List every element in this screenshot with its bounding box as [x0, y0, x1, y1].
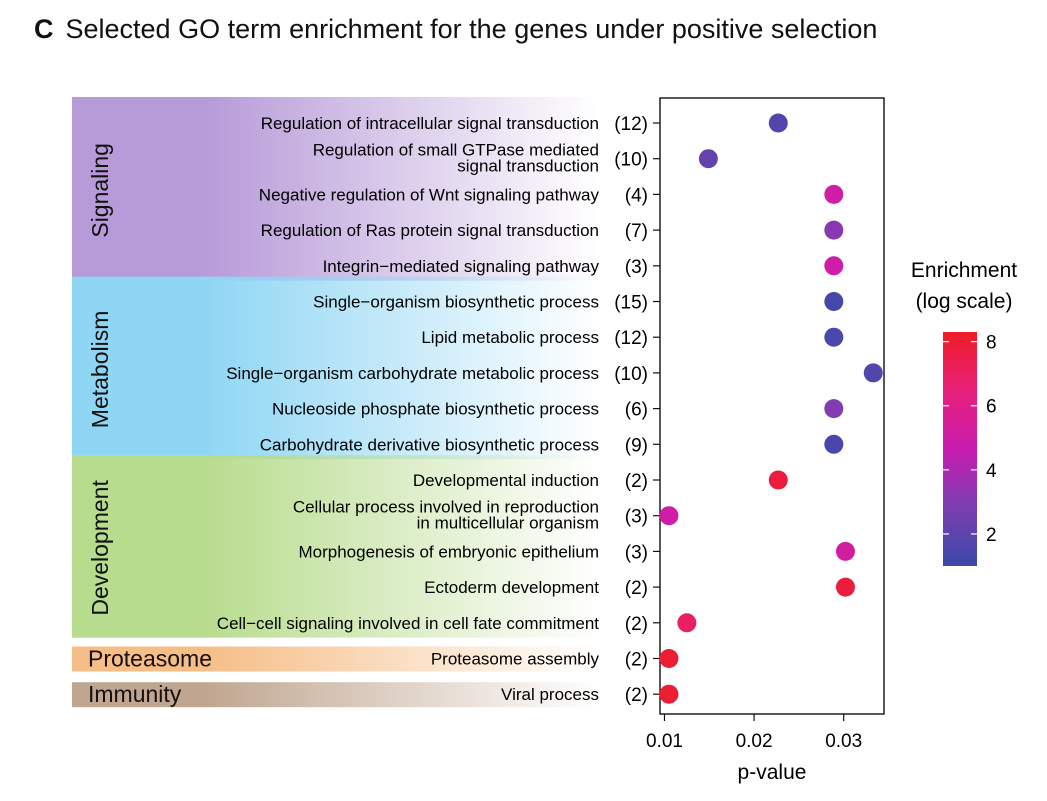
- term-label: Cell−cell signaling involved in cell fat…: [217, 614, 599, 633]
- term-label: Developmental induction: [413, 471, 599, 490]
- term-count: (2): [625, 578, 648, 599]
- panel-letter: C: [34, 14, 54, 44]
- colorbar-tick-label: 8: [986, 333, 997, 354]
- term-count: (2): [625, 650, 648, 671]
- data-point: [824, 327, 844, 347]
- data-point: [835, 577, 855, 597]
- x-tick-label: 0.03: [825, 731, 862, 752]
- term-label-line: in multicellular organism: [417, 514, 599, 533]
- data-point: [824, 399, 844, 419]
- colorbar-legend: Enrichment (log scale) 2 4 6 8: [911, 259, 1017, 566]
- colorbar: [943, 332, 977, 566]
- axis-ticks: 0.01 0.02 0.03: [646, 122, 862, 752]
- term-label: Morphogenesis of embryonic epithelium: [299, 542, 600, 561]
- term-count: (12): [614, 114, 648, 135]
- term-count: (2): [625, 685, 648, 706]
- data-point: [824, 434, 844, 454]
- data-point: [659, 506, 679, 526]
- term-count: (10): [614, 150, 648, 171]
- term-count: (15): [614, 293, 648, 314]
- band-signaling: [72, 97, 600, 281]
- data-points: [659, 113, 883, 704]
- band-development: [72, 455, 600, 638]
- term-count: (6): [625, 400, 648, 421]
- term-label: Proteasome assembly: [431, 650, 600, 669]
- term-label: Ectoderm development: [424, 578, 599, 597]
- term-count: (10): [614, 364, 648, 385]
- term-count: (2): [625, 614, 648, 635]
- term-count: (4): [625, 185, 648, 206]
- group-label-development: Development: [87, 480, 113, 616]
- data-point: [698, 149, 718, 169]
- term-count: (3): [625, 507, 648, 528]
- term-count: (12): [614, 328, 648, 349]
- band-metabolism: [72, 276, 600, 460]
- term-label: Regulation of intracellular signal trans…: [261, 114, 599, 133]
- group-label-immunity: Immunity: [88, 681, 182, 707]
- plot-frame: [659, 97, 885, 715]
- term-label: Integrin−mediated signaling pathway: [323, 257, 600, 276]
- band-proteasome: [72, 646, 600, 672]
- term-label-line: Regulation of small GTPase mediated: [313, 141, 599, 160]
- term-label: Regulation of Ras protein signal transdu…: [261, 221, 599, 240]
- colorbar-tick-label: 6: [986, 397, 997, 418]
- term-count: (3): [625, 542, 648, 563]
- term-label: Lipid metabolic process: [421, 328, 599, 347]
- data-point: [659, 649, 679, 668]
- term-label: Nucleoside phosphate biosynthetic proces…: [272, 400, 599, 419]
- term-count: (9): [625, 435, 648, 456]
- data-point: [863, 363, 883, 383]
- data-point: [659, 684, 679, 704]
- group-label-proteasome: Proteasome: [88, 646, 212, 672]
- data-point: [835, 541, 855, 561]
- term-labels: Regulation of intracellular signal trans…: [217, 114, 648, 706]
- colorbar-tick-label: 4: [986, 461, 997, 482]
- term-label-line: signal transduction: [457, 157, 599, 176]
- data-point: [768, 113, 788, 133]
- colorbar-tick-label: 2: [986, 525, 997, 546]
- term-label: Carbohydrate derivative biosynthetic pro…: [260, 435, 599, 454]
- figure-title-text: Selected GO term enrichment for the gene…: [65, 14, 878, 44]
- band-immunity: [72, 682, 600, 708]
- data-point: [824, 220, 844, 240]
- term-count: (2): [625, 471, 648, 492]
- term-label: Negative regulation of Wnt signaling pat…: [259, 185, 600, 204]
- term-label: Single−organism carbohydrate metabolic p…: [226, 364, 599, 383]
- group-label-signaling: Signaling: [87, 143, 113, 238]
- data-point: [768, 470, 788, 490]
- term-label: Viral process: [501, 685, 599, 704]
- colorbar-ticks: 2 4 6 8: [943, 333, 997, 546]
- x-axis-label: p-value: [738, 761, 807, 784]
- term-label-line: Cellular process involved in reproductio…: [293, 498, 599, 517]
- data-point: [824, 256, 844, 276]
- figure-title: C Selected GO term enrichment for the gen…: [34, 14, 877, 45]
- legend-title-line1: Enrichment: [911, 259, 1017, 282]
- data-point: [824, 184, 844, 204]
- term-count: (7): [625, 221, 648, 242]
- x-tick-label: 0.02: [736, 731, 773, 752]
- term-count: (3): [625, 257, 648, 278]
- data-point: [677, 613, 697, 633]
- group-label-metabolism: Metabolism: [87, 311, 113, 429]
- data-point: [824, 292, 844, 311]
- term-label: Single−organism biosynthetic process: [313, 293, 599, 312]
- x-tick-label: 0.01: [646, 731, 683, 752]
- legend-title-line2: (log scale): [916, 290, 1013, 313]
- category-bands: Signaling Metabolism Development Proteasome…: [72, 97, 600, 708]
